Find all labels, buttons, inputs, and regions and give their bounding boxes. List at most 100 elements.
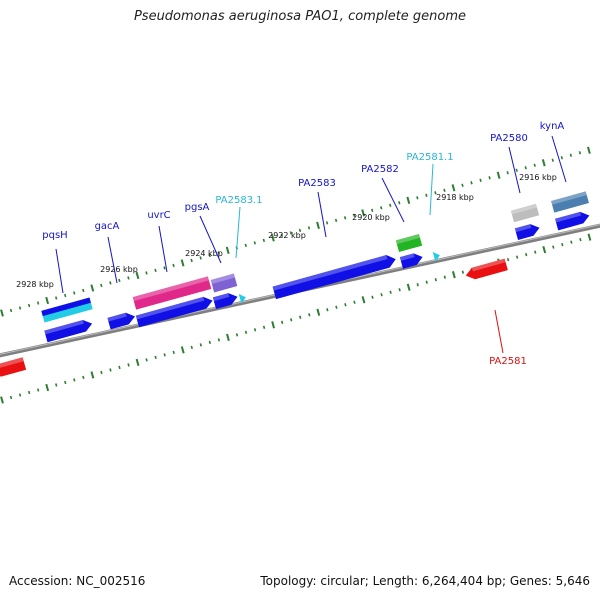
PA2583_1-rna-marker[interactable] <box>238 292 247 304</box>
outer-major-tick <box>316 221 320 229</box>
PA2583-cds-arrow[interactable] <box>272 253 398 300</box>
inner-major-tick <box>45 383 50 392</box>
leader-line-PA2581 <box>494 309 504 354</box>
gene-label-pqsH[interactable]: pqsH <box>42 230 67 241</box>
outer-minor-tick <box>578 151 582 155</box>
gene-label-PA2581[interactable]: PA2581 <box>489 356 527 367</box>
outer-minor-tick <box>307 226 311 230</box>
gene-label-kynA[interactable]: kynA <box>540 121 565 132</box>
pqsH-cds-arrow-highlight <box>44 319 84 335</box>
inner-minor-tick <box>561 242 564 247</box>
kbp-label-2918: 2918 kbp <box>436 193 474 202</box>
PA2580-gene-box[interactable] <box>510 203 540 223</box>
uvrC-cds-arrow[interactable] <box>135 295 214 328</box>
outer-minor-tick <box>208 253 211 258</box>
outer-minor-tick <box>551 158 554 162</box>
gene-label-pgsA[interactable]: pgsA <box>185 202 210 213</box>
inner-minor-tick <box>353 300 356 304</box>
outer-major-tick <box>180 259 185 267</box>
left-edge-reverse-arrow[interactable] <box>0 357 27 379</box>
pqsH-cds-arrow-shape <box>44 319 93 343</box>
outer-minor-tick <box>244 243 247 248</box>
uvrC-gene-box[interactable] <box>132 276 212 310</box>
kbp-label-2920: 2920 kbp <box>352 213 390 222</box>
pgsA-gene-box-highlight <box>210 273 235 284</box>
left-edge-reverse-arrow-shape <box>0 357 27 377</box>
outer-minor-tick <box>118 278 121 283</box>
inner-major-tick <box>361 296 366 304</box>
PA2583-cds-arrow-shape <box>272 255 396 300</box>
outer-minor-tick <box>524 166 527 170</box>
PA2581-cds-arrow-highlight <box>471 258 506 272</box>
kynA-gene-box[interactable] <box>551 191 589 213</box>
leader-line-PA2583_1 <box>235 206 241 259</box>
inner-major-tick <box>406 283 411 291</box>
pgsA-gene-box-shape <box>210 273 238 293</box>
kbp-label-2928: 2928 kbp <box>16 280 54 289</box>
outer-minor-tick <box>163 266 166 270</box>
uvrC-cds-arrow-shape <box>135 296 213 328</box>
leader-line-gacA <box>107 236 118 284</box>
outer-minor-tick <box>569 153 573 157</box>
inner-major-tick <box>451 271 456 279</box>
inner-minor-tick <box>416 283 419 287</box>
outer-major-tick <box>541 159 546 167</box>
inner-minor-tick <box>9 395 13 400</box>
gene-label-PA2582[interactable]: PA2582 <box>361 164 399 175</box>
leader-line-PA2583 <box>317 191 327 238</box>
outer-minor-tick <box>560 156 563 160</box>
pqsH-gene-box-stripe <box>41 297 91 317</box>
pgsA-gene-box[interactable] <box>210 273 238 293</box>
pgsA-cds-arrow-shape <box>212 293 238 309</box>
inner-minor-tick <box>425 280 428 284</box>
kbp-label-track: 2928 kbp 2926 kbp 2924 kbp 2922 kbp 2920 kbp… <box>16 173 557 289</box>
outer-minor-tick <box>479 178 482 182</box>
PA2581_1-rna-marker[interactable] <box>432 250 441 262</box>
gene-label-PA2583[interactable]: PA2583 <box>298 178 336 189</box>
inner-minor-tick <box>371 295 374 299</box>
inner-minor-tick <box>344 303 347 307</box>
map-title: Pseudomonas aeruginosa PAO1, complete ge… <box>133 9 467 24</box>
inner-minor-tick <box>308 313 311 317</box>
PA2582-gene-box-shape <box>395 234 423 252</box>
kynA-gene-box-shape <box>551 191 589 213</box>
gene-label-PA2583_1[interactable]: PA2583.1 <box>215 195 262 206</box>
pgsA-cds-arrow[interactable] <box>212 291 239 309</box>
inner-minor-tick <box>27 390 31 395</box>
outer-minor-tick <box>398 201 401 205</box>
outer-major-tick <box>135 271 140 280</box>
inner-minor-tick <box>579 237 582 242</box>
gacA-cds-arrow-shape <box>107 312 136 330</box>
outer-minor-tick <box>64 293 67 298</box>
gene-label-PA2581_1[interactable]: PA2581.1 <box>406 152 453 163</box>
outer-minor-tick <box>127 276 130 280</box>
rotated-track: 2928 kbp 2926 kbp 2924 kbp 2922 kbp 2920 kbp… <box>0 121 600 404</box>
pqsH-cds-arrow[interactable] <box>44 318 93 343</box>
outer-minor-tick <box>145 271 148 275</box>
outer-minor-tick <box>461 183 464 187</box>
kynA-cds-arrow[interactable] <box>555 210 591 231</box>
inner-minor-tick <box>443 275 447 279</box>
outer-minor-tick <box>82 288 85 293</box>
inner-tick-track <box>0 233 592 404</box>
uvrC-gene-box-shape <box>132 276 212 310</box>
inner-minor-tick <box>515 255 519 259</box>
gene-label-gacA[interactable]: gacA <box>95 221 120 232</box>
gacA-cds-arrow[interactable] <box>107 311 136 330</box>
inner-minor-tick <box>145 358 148 362</box>
pqsH-gene-box[interactable] <box>41 297 93 323</box>
leader-line-PA2582 <box>381 177 405 223</box>
PA2582-gene-box[interactable] <box>395 234 423 252</box>
gene-label-PA2580[interactable]: PA2580 <box>490 133 528 144</box>
outer-minor-tick <box>352 213 356 217</box>
PA2582-cds-arrow[interactable] <box>399 251 424 269</box>
PA2581-cds-arrow-shape <box>465 258 508 280</box>
PA2580-cds-arrow[interactable] <box>514 222 541 240</box>
PA2581_1-rna-marker-shape <box>432 251 440 262</box>
gene-label-uvrC[interactable]: uvrC <box>147 210 170 221</box>
PA2580-cds-arrow-highlight <box>514 224 532 233</box>
leader-line-pqsH <box>55 248 64 294</box>
PA2581-cds-arrow[interactable] <box>464 258 508 282</box>
inner-minor-tick <box>534 250 537 254</box>
